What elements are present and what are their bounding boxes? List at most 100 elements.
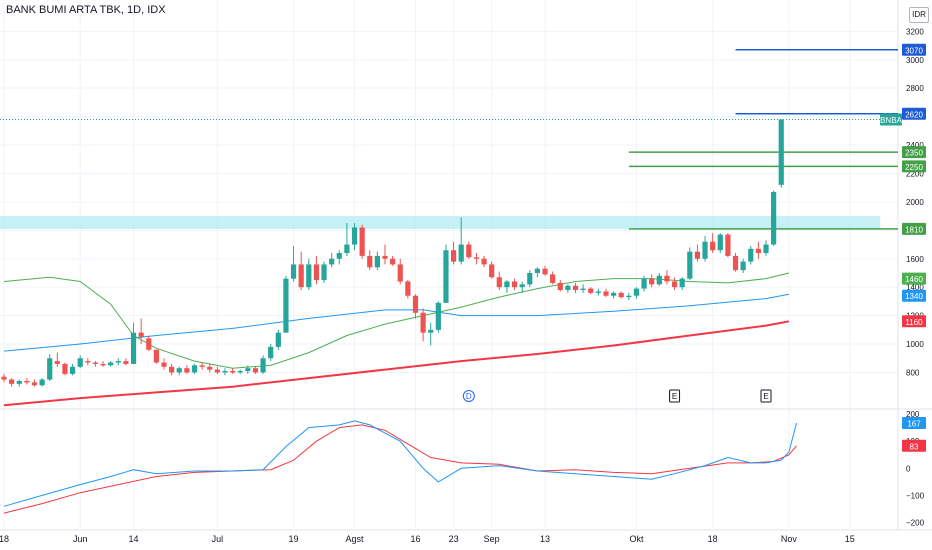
price-tick-label: 3000: [906, 56, 924, 65]
candle-body: [298, 264, 304, 288]
candle: [557, 280, 563, 292]
candle-body: [47, 358, 53, 380]
candle: [458, 217, 464, 265]
time-tick-label: 15: [845, 534, 855, 544]
candle: [237, 369, 243, 374]
time-tick-label: 16: [410, 534, 420, 544]
candle-body: [176, 368, 182, 373]
price-tick-label: 2400: [906, 141, 924, 150]
candle: [9, 378, 15, 387]
candle-body: [611, 292, 617, 296]
earnings-event-icon[interactable]: E: [760, 389, 772, 403]
candle-body: [778, 119, 784, 185]
candle-body: [306, 264, 312, 288]
candle: [595, 288, 601, 296]
candle-body: [565, 285, 571, 291]
resistance-zone-layer: [0, 216, 881, 229]
price-label: 1810: [902, 222, 926, 235]
candle-body: [283, 278, 289, 333]
candle-body: [420, 312, 426, 333]
price-label-text: 2620: [905, 110, 923, 119]
candle: [100, 361, 106, 367]
candle: [275, 329, 281, 350]
candle: [664, 270, 670, 285]
candle-body: [710, 241, 716, 251]
candle: [679, 277, 685, 291]
candle: [214, 366, 220, 374]
candle: [755, 241, 761, 259]
price-label-box: [902, 107, 926, 120]
candle: [435, 301, 441, 333]
candle: [397, 258, 403, 285]
candle: [153, 349, 159, 364]
candle-body: [329, 258, 335, 265]
candle: [550, 271, 556, 285]
candle-body: [123, 361, 129, 364]
candle-body: [771, 191, 777, 245]
price-label-text: 1340: [905, 292, 923, 301]
candle-body: [275, 332, 281, 347]
time-axis[interactable]: 18 Jun 14 Jul 19 Agst 16 23 Sep 13 Okt 18 Nov 15: [0, 534, 855, 544]
currency-button[interactable]: IDR: [909, 7, 929, 23]
candle-body: [725, 234, 731, 256]
event-label: E: [672, 392, 677, 401]
candle-body: [641, 278, 647, 289]
candle: [466, 241, 472, 259]
candle-body: [237, 371, 243, 373]
dividend-event-icon[interactable]: D: [462, 390, 475, 402]
candle: [542, 265, 548, 276]
candle: [771, 190, 777, 246]
candle: [230, 368, 236, 374]
candle-body: [268, 346, 274, 359]
time-tick-label: Jun: [73, 534, 88, 544]
candle-body: [245, 368, 251, 372]
oscillator-tick-label: −100: [906, 491, 925, 500]
candle-body: [161, 362, 167, 367]
candle: [62, 362, 68, 376]
candle: [85, 358, 91, 366]
time-tick-label: 18: [708, 534, 718, 544]
candle-body: [92, 362, 99, 364]
candle-body: [207, 366, 213, 370]
price-label-box: [902, 146, 926, 159]
candle: [412, 294, 419, 319]
price-tick-label: 1000: [906, 340, 924, 349]
candle-body: [732, 255, 739, 271]
candle-body: [435, 302, 441, 330]
price-label-box: [902, 272, 926, 285]
candle-body: [527, 272, 533, 285]
candle: [732, 253, 739, 272]
price-label-text: 1160: [905, 318, 923, 327]
candle: [1, 373, 7, 383]
horizontal-lines-layer: [0, 49, 898, 230]
candle: [740, 258, 746, 273]
price-label: BNBA: [880, 113, 903, 126]
time-tick-label: 13: [540, 534, 550, 544]
candle-body: [740, 261, 746, 271]
price-label: 2350: [902, 146, 926, 159]
price-label-text: 1810: [905, 225, 923, 234]
candle: [763, 240, 769, 256]
oscillator-tick-label: −200: [906, 519, 925, 528]
candle: [260, 355, 266, 374]
event-marker: [462, 390, 475, 402]
chart-title: BANK BUMI ARTA TBK, 1D, IDX: [6, 4, 166, 16]
earnings-event-icon[interactable]: E: [669, 389, 681, 403]
candle: [92, 361, 99, 367]
price-label: 3070: [902, 43, 926, 56]
candle: [580, 284, 586, 293]
candle-body: [214, 369, 220, 373]
candle-body: [618, 292, 624, 298]
candle-body: [473, 257, 480, 259]
candle: [199, 362, 205, 370]
candle: [39, 378, 45, 387]
candle-body: [390, 258, 396, 265]
candle: [748, 245, 754, 265]
candle: [519, 281, 525, 293]
price-label-box: [902, 222, 926, 235]
candle-body: [687, 251, 693, 279]
candle-body: [367, 255, 373, 268]
